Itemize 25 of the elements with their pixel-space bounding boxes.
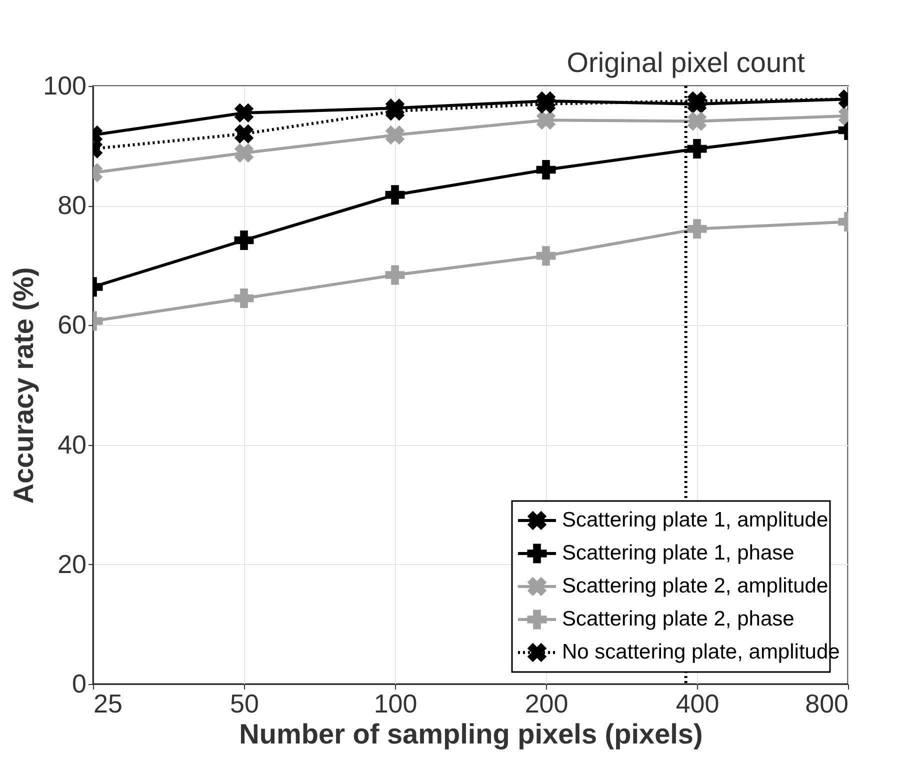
legend-label: Scattering plate 1, amplitude <box>562 508 828 532</box>
y-tick-label: 40 <box>58 429 86 460</box>
ref-line-label: Original pixel count <box>566 47 806 78</box>
point <box>385 265 405 285</box>
y-tick-label: 0 <box>72 668 86 698</box>
legend-label: Scattering plate 2, amplitude <box>562 574 828 598</box>
y-tick-label: 100 <box>43 70 86 100</box>
x-tick-label: 25 <box>94 688 122 718</box>
point <box>385 125 405 145</box>
x-tick-label: 800 <box>805 688 848 718</box>
legend-label: Scattering plate 1, phase <box>562 542 794 564</box>
y-tick-label: 20 <box>58 548 86 579</box>
x-tick-label: 100 <box>374 688 418 718</box>
point <box>536 160 556 180</box>
x-tick-label: 200 <box>524 688 568 718</box>
y-axis-title: Accuracy rate (%) <box>8 267 40 504</box>
y-tick-label: 60 <box>58 310 86 340</box>
x-tick-label: 50 <box>230 688 259 718</box>
point <box>536 110 556 130</box>
point <box>385 185 405 205</box>
point <box>536 246 556 266</box>
x-tick-label: 400 <box>676 688 720 718</box>
x-axis-title: Number of sampling pixels (pixels) <box>239 718 703 750</box>
y-tick-label: 80 <box>58 190 86 220</box>
legend-label: Scattering plate 2, phase <box>562 608 794 630</box>
